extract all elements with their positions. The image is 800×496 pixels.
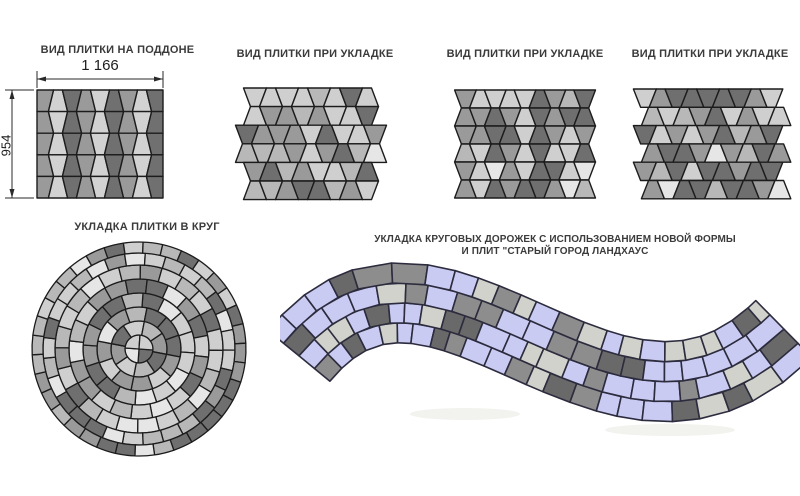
path-label-line1: УКЛАДКА КРУГОВЫХ ДОРОЖЕК С ИСПОЛЬЗОВАНИЕ… xyxy=(374,234,736,245)
laying2-diagram xyxy=(453,89,597,199)
pallet-tiles xyxy=(36,89,164,199)
path-label-line2: И ПЛИТ "СТАРЫЙ ГОРОД ЛАНДХАУС xyxy=(461,245,649,257)
path-label: УКЛАДКА КРУГОВЫХ ДОРОЖЕК С ИСПОЛЬЗОВАНИЕ… xyxy=(335,234,775,257)
path-tiles xyxy=(280,262,800,423)
circle-diagram xyxy=(31,241,247,457)
circle-tiles xyxy=(31,241,247,457)
circle-label: УКЛАДКА ПЛИТКИ В КРУГ xyxy=(74,221,220,233)
laying3-diagram xyxy=(632,88,792,200)
dimension-lines xyxy=(5,71,164,199)
laying2-label: ВИД ПЛИТКИ ПРИ УКЛАДКЕ xyxy=(446,48,604,60)
pallet-diagram xyxy=(5,71,164,199)
laying1-label: ВИД ПЛИТКИ ПРИ УКЛАДКЕ xyxy=(236,48,394,60)
width-dimension: 1 166 xyxy=(81,57,119,74)
laying1-diagram xyxy=(234,87,388,201)
pallet-label: ВИД ПЛИТКИ НА ПОДДОНЕ xyxy=(40,44,195,56)
laying-tiles xyxy=(234,87,388,201)
laying-tiles xyxy=(453,89,597,199)
path-diagram xyxy=(280,262,800,436)
laying-tiles xyxy=(632,88,792,200)
laying3-label: ВИД ПЛИТКИ ПРИ УКЛАДКЕ xyxy=(631,48,789,60)
